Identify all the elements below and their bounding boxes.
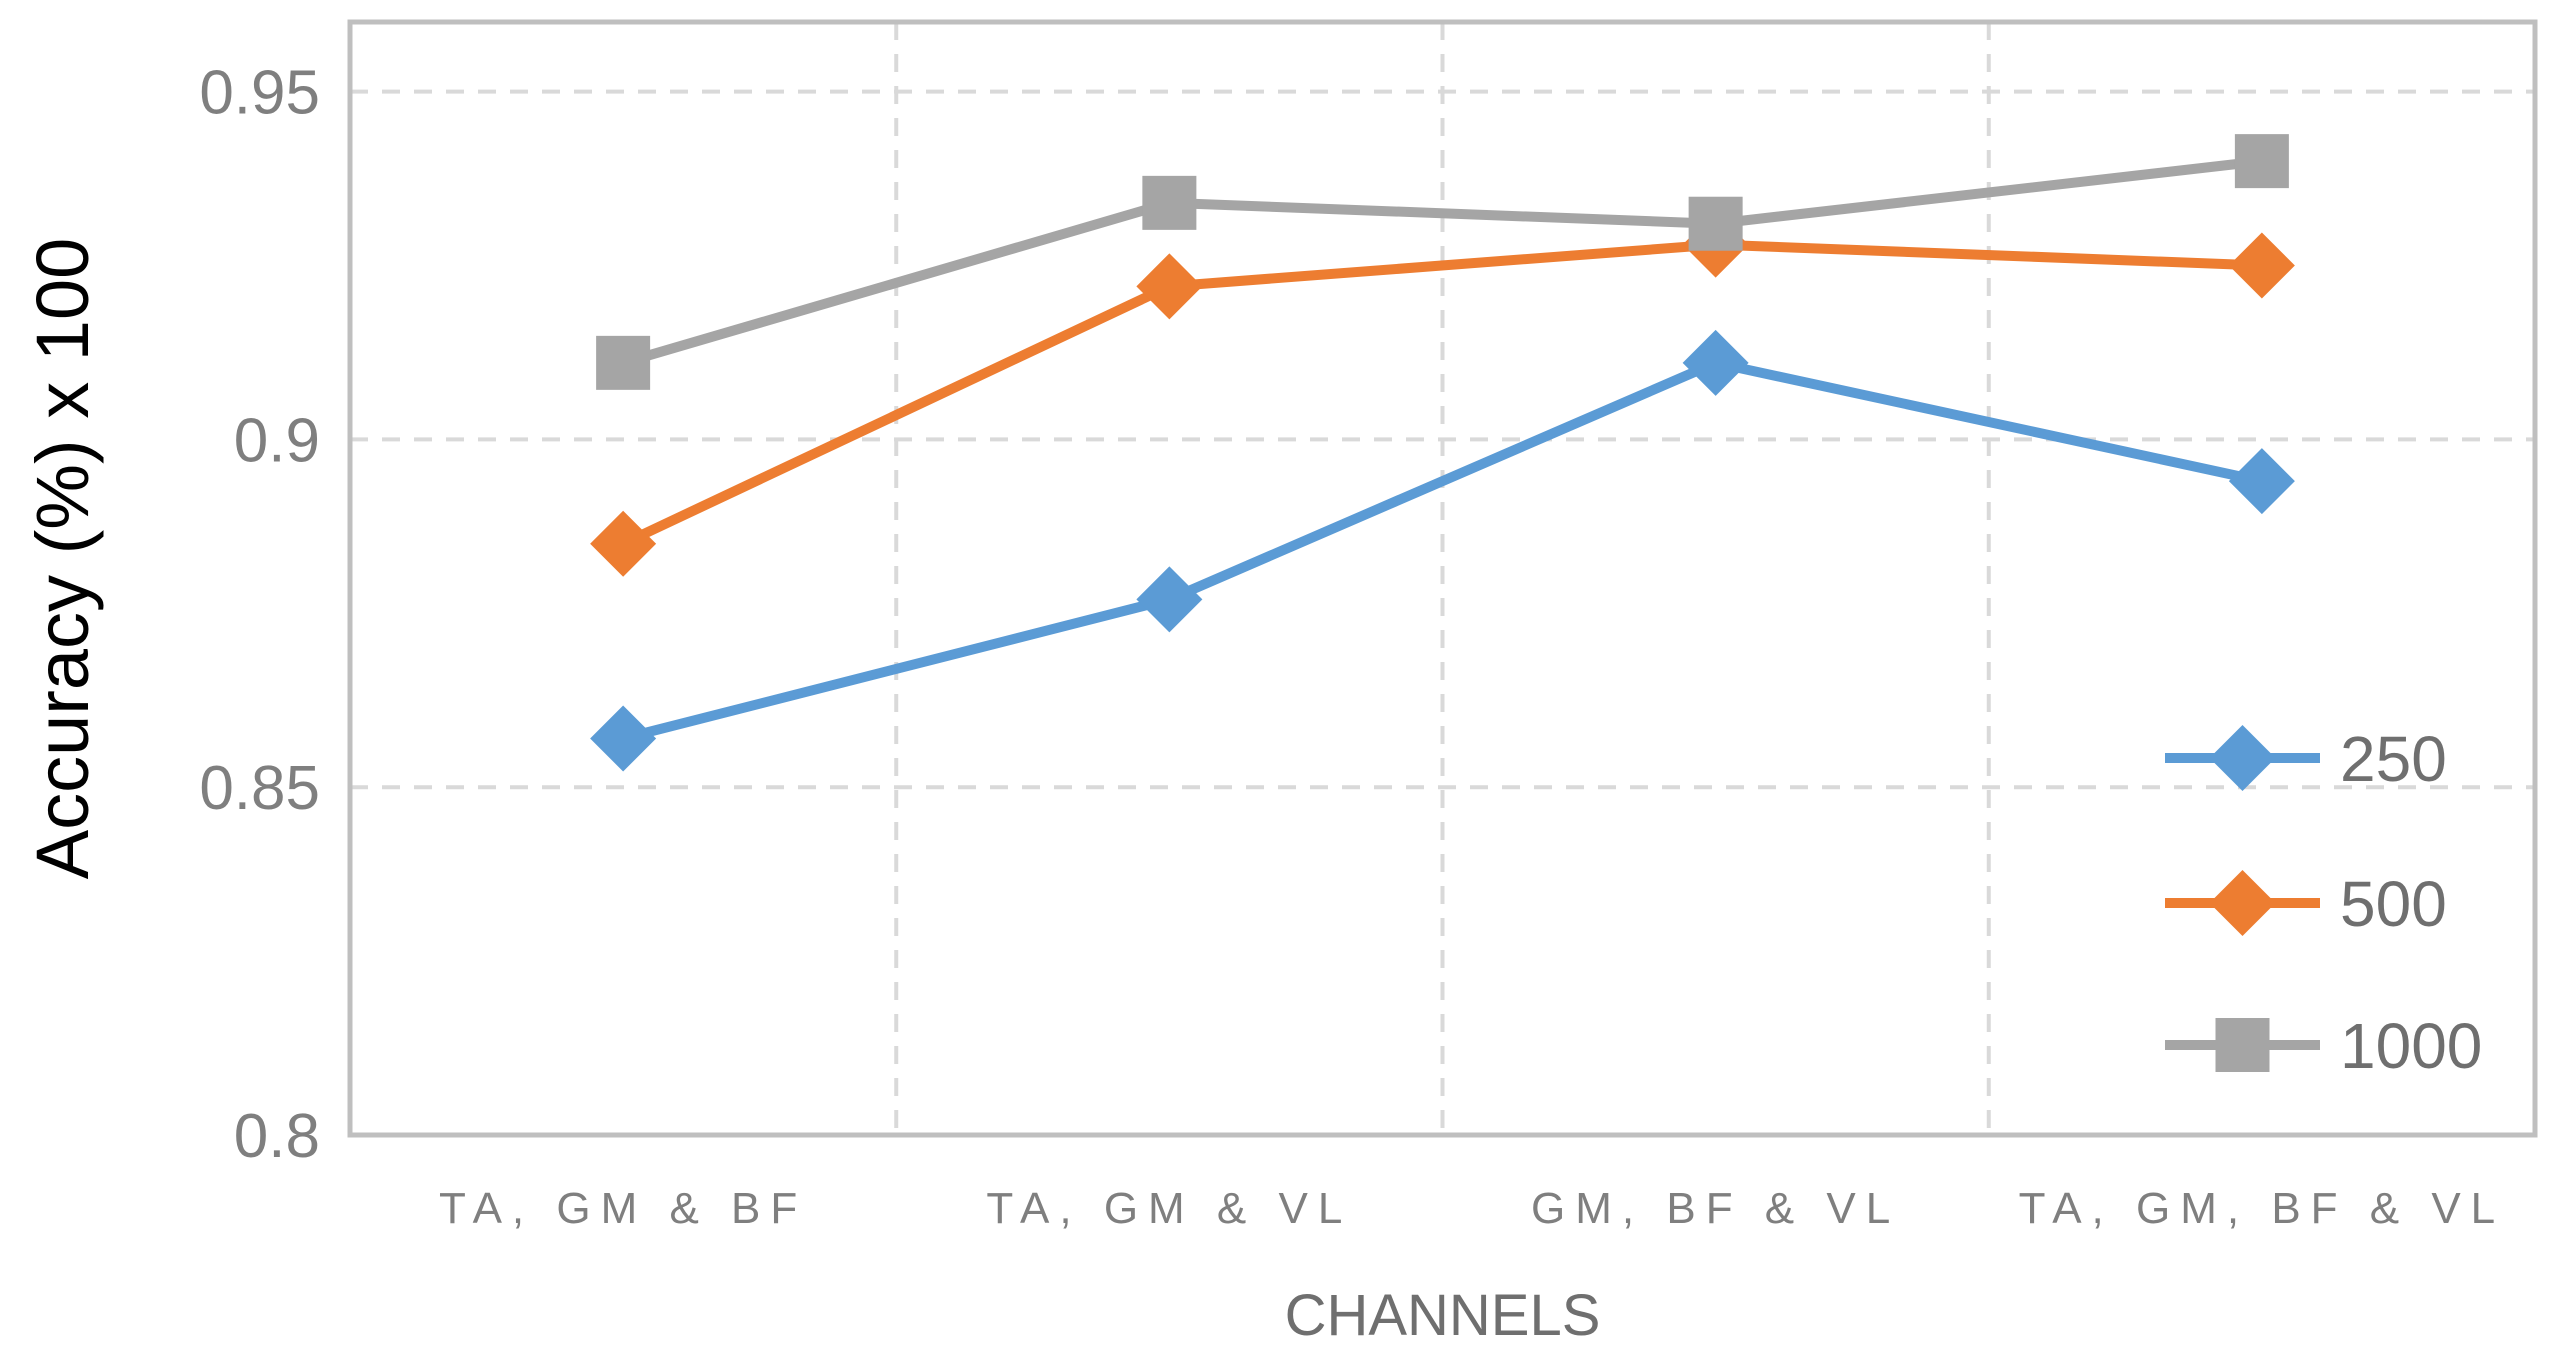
y-tick-label: 0.8 bbox=[234, 1102, 320, 1171]
legend-label: 500 bbox=[2340, 868, 2447, 940]
series-line-1000 bbox=[618, 156, 2267, 368]
x-category-label: TA, GM, BF & VL bbox=[2019, 1184, 2506, 1233]
data-point-1000 bbox=[1688, 196, 1743, 251]
legend-label: 250 bbox=[2340, 723, 2447, 795]
y-tick-label: 0.9 bbox=[234, 406, 320, 475]
grid-layer bbox=[350, 22, 2535, 1135]
series-line-500 bbox=[618, 239, 2267, 549]
y-axis-title: Accuracy (%) x 100 bbox=[21, 238, 104, 880]
data-point-500 bbox=[590, 510, 657, 577]
legend-label: 1000 bbox=[2340, 1010, 2482, 1082]
x-category-label: TA, GM & VL bbox=[986, 1184, 1352, 1233]
legend-item-1000: 1000 bbox=[2165, 1010, 2482, 1082]
series-500 bbox=[590, 211, 2295, 577]
series-line-250 bbox=[618, 357, 2267, 744]
data-point-1000 bbox=[596, 335, 651, 390]
data-point-250 bbox=[590, 705, 657, 772]
legend-item-250: 250 bbox=[2165, 723, 2447, 795]
legend: 250 500 1000 bbox=[2165, 723, 2482, 1082]
legend-swatch-marker bbox=[2209, 725, 2276, 791]
x-axis-title: CHANNELS bbox=[1285, 1283, 1601, 1348]
series-250 bbox=[590, 329, 2295, 772]
x-category-label: GM, BF & VL bbox=[1531, 1184, 1900, 1233]
data-point-250 bbox=[1136, 566, 1203, 633]
y-tick-label: 0.95 bbox=[199, 59, 320, 128]
data-point-1000 bbox=[1142, 175, 1197, 230]
axis-layer: 0.8 0.85 0.9 0.95 TA, GM & BF TA, GM & VL GM, … bbox=[199, 59, 2506, 1233]
data-point-500 bbox=[2228, 232, 2295, 299]
y-tick-label: 0.85 bbox=[199, 754, 320, 823]
series-layer bbox=[590, 134, 2295, 772]
plot-area-border bbox=[347, 19, 2538, 1138]
legend-swatch-marker bbox=[2209, 870, 2276, 936]
data-point-500 bbox=[1136, 253, 1203, 320]
x-category-label: TA, GM & BF bbox=[439, 1184, 807, 1233]
data-point-250 bbox=[2228, 448, 2295, 515]
data-point-1000 bbox=[2234, 134, 2289, 189]
series-1000 bbox=[596, 134, 2289, 390]
legend-item-500: 500 bbox=[2165, 868, 2447, 940]
data-point-250 bbox=[1682, 329, 1749, 396]
legend-swatch-marker bbox=[2215, 1018, 2270, 1072]
